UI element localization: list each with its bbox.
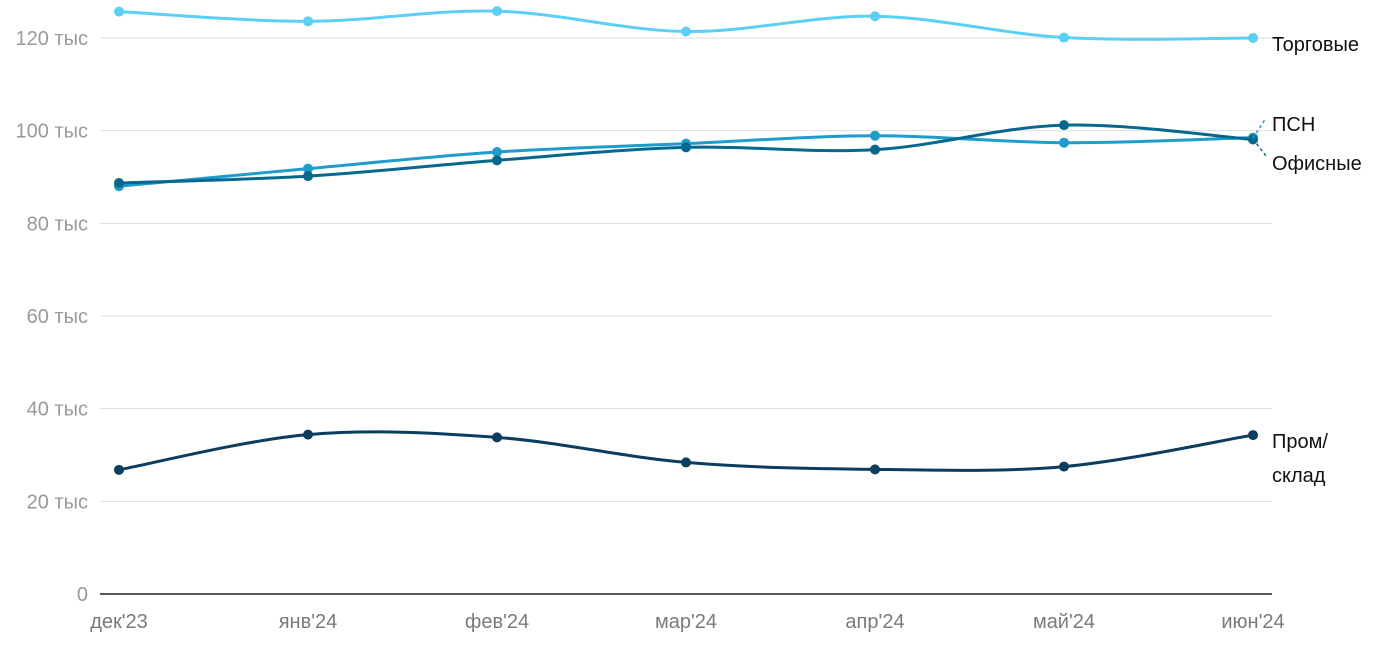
y-tick-label: 20 тыс [27, 491, 88, 513]
data-point [1059, 120, 1069, 131]
x-tick-label: дек'23 [90, 611, 148, 633]
y-axis-tick-labels: 0 20 тыс 40 тыс 60 тыс 80 тыс 100 тыс 120 тыс [16, 28, 88, 606]
series-lines [117, 9, 1255, 472]
x-tick-label: мар'24 [655, 611, 717, 633]
x-tick-label: фев'24 [465, 611, 529, 633]
data-point [114, 6, 124, 17]
data-point [114, 178, 124, 189]
series-label-line: Торговые [1272, 34, 1359, 56]
series-points [114, 6, 1258, 475]
data-point [870, 144, 880, 155]
data-point [870, 11, 880, 22]
data-point [492, 146, 502, 157]
x-axis-tick-labels: дек'23 янв'24 фев'24 мар'24 апр'24 май'24 июн'… [90, 611, 1284, 633]
data-point [492, 432, 502, 443]
data-point [303, 171, 313, 182]
label-leader-line [1252, 117, 1267, 139]
series-line [117, 123, 1255, 185]
y-tick-label: 40 тыс [27, 399, 88, 421]
series-label-ofisnye: Офисные [1272, 153, 1362, 175]
x-tick-label: май'24 [1033, 611, 1095, 633]
y-tick-label: 80 тыс [27, 213, 88, 235]
y-tick-label: 0 [77, 584, 88, 606]
y-tick-label: 60 тыс [27, 306, 88, 328]
series-label-line: склад [1272, 465, 1326, 487]
data-point [681, 26, 691, 37]
y-tick-label: 120 тыс [16, 28, 88, 50]
series-labels: Торговые ПСН Офисные Пром/склад [1252, 34, 1362, 487]
data-point [681, 457, 691, 468]
data-point [492, 6, 502, 17]
data-point [1059, 137, 1069, 148]
series-label-line: Пром/ [1272, 431, 1328, 453]
data-point [870, 464, 880, 475]
data-point [1059, 32, 1069, 43]
series-label-psn: ПСН [1272, 114, 1315, 136]
series-label-prom-sklad: Пром/склад [1272, 431, 1328, 487]
data-point [681, 142, 691, 153]
x-tick-label: апр'24 [845, 611, 904, 633]
data-point [303, 429, 313, 440]
x-tick-label: июн'24 [1221, 611, 1284, 633]
gridlines [100, 37, 1272, 595]
data-point [492, 155, 502, 166]
data-point [1059, 461, 1069, 472]
data-point [1248, 430, 1258, 441]
series-label-line: ПСН [1272, 114, 1315, 136]
data-point [870, 130, 880, 141]
data-point [303, 163, 313, 174]
x-tick-label: янв'24 [279, 611, 338, 633]
data-point [114, 464, 124, 475]
data-point [303, 16, 313, 27]
y-tick-label: 100 тыс [16, 121, 88, 143]
series-label-torgovye: Торговые [1272, 34, 1359, 56]
series-label-line: Офисные [1272, 153, 1362, 175]
data-point [1248, 33, 1258, 43]
